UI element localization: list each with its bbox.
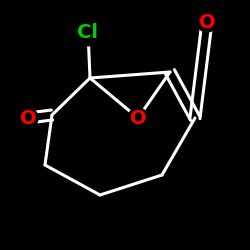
Circle shape <box>74 18 102 46</box>
Text: Cl: Cl <box>78 22 98 42</box>
Circle shape <box>18 108 38 128</box>
Circle shape <box>197 12 217 32</box>
Text: O: O <box>20 108 36 128</box>
Text: O: O <box>199 12 215 32</box>
Circle shape <box>128 108 148 128</box>
Text: O: O <box>130 108 146 128</box>
